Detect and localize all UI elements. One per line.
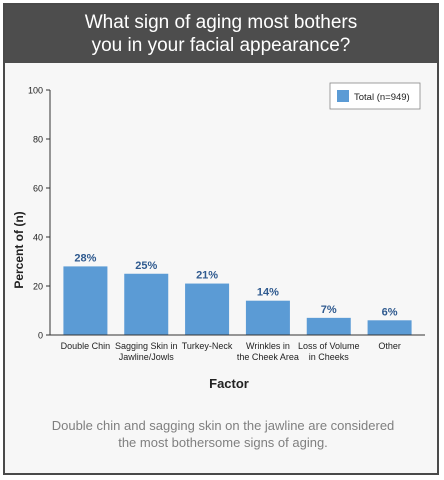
data-label: 21% <box>196 270 218 282</box>
y-tick-label: 100 <box>28 86 43 96</box>
y-axis: 0 20 40 60 80 100 <box>28 86 51 341</box>
data-label: 28% <box>74 252 96 264</box>
bar <box>185 283 230 335</box>
y-axis-label: Percent of (n) <box>12 211 26 288</box>
plot-area <box>5 63 437 408</box>
data-label: 7% <box>321 304 337 316</box>
bar <box>367 320 412 335</box>
data-label: 6% <box>382 306 398 318</box>
chart-caption: Double chin and sagging skin on the jawl… <box>51 418 395 450</box>
legend-label: Total (n=949) <box>354 92 410 103</box>
x-tick-label: Double Chin <box>61 341 111 351</box>
bar <box>124 273 169 335</box>
bar-chart: 0 20 40 60 80 100 28% 25% 21% 14% 7% 6% Double Chi… <box>5 63 437 408</box>
x-tick-label: in Cheeks <box>309 352 350 362</box>
x-tick-label: Loss of Volume <box>298 341 360 351</box>
x-tick-label: Turkey-Neck <box>182 341 233 351</box>
x-tick-label: the Cheek Area <box>237 352 299 362</box>
x-tick-label: Other <box>378 341 401 351</box>
chart-title: What sign of aging most bothers you in y… <box>84 12 358 56</box>
legend: Total (n=949) <box>329 82 421 110</box>
y-tick-label: 0 <box>38 331 43 341</box>
legend-swatch <box>337 90 349 102</box>
data-label: 25% <box>135 260 157 272</box>
x-tick-label: Jawline/Jowls <box>119 352 175 362</box>
chart-card: What sign of aging most bothers you in y… <box>3 3 439 475</box>
bar <box>245 300 290 335</box>
chart-header: What sign of aging most bothers you in y… <box>5 5 437 63</box>
data-label: 14% <box>257 287 279 299</box>
bars-group: 28% 25% 21% 14% 7% 6% <box>63 252 412 335</box>
x-tick-label: Wrinkles in <box>246 341 290 351</box>
y-tick-label: 20 <box>33 282 43 292</box>
x-axis-label: Factor <box>209 376 249 391</box>
bar <box>306 317 351 335</box>
y-tick-label: 60 <box>33 184 43 194</box>
y-tick-label: 40 <box>33 233 43 243</box>
bar <box>63 266 108 335</box>
x-tick-label: Sagging Skin in <box>115 341 178 351</box>
y-tick-label: 80 <box>33 135 43 145</box>
